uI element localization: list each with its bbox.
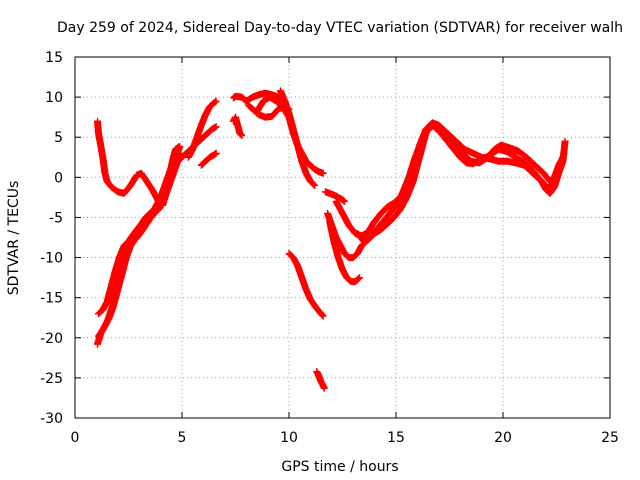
- x-tick-label: 25: [601, 430, 619, 446]
- axis-ticks: 0 5 10 15 20 25 -30 -25 -20 -15 -10 -5 0 5 10 15: [40, 50, 619, 446]
- series-track-5: [157, 123, 220, 209]
- x-tick-label: 0: [71, 430, 80, 446]
- series-markers: [321, 188, 349, 205]
- y-tick-label: -20: [40, 331, 63, 347]
- data-points: [94, 87, 569, 392]
- chart-title: Day 259 of 2024, Sidereal Day-to-day VTE…: [57, 20, 623, 36]
- series-markers: [313, 368, 328, 392]
- y-tick-label: 5: [54, 130, 63, 146]
- series-track-17: [326, 218, 364, 286]
- series-track-7: [197, 149, 220, 169]
- grid: [75, 57, 610, 418]
- series-track-14: [285, 250, 327, 320]
- x-tick-label: 5: [178, 430, 187, 446]
- x-tick-label: 10: [280, 430, 298, 446]
- series-markers: [229, 113, 246, 140]
- y-tick-label: 0: [54, 170, 63, 186]
- y-tick-label: -30: [40, 411, 63, 427]
- y-tick-label: 15: [45, 50, 63, 66]
- series-markers: [276, 87, 319, 189]
- x-tick-label: 15: [387, 430, 405, 446]
- series-markers: [285, 250, 327, 320]
- series-markers: [157, 123, 220, 209]
- series-markers: [326, 218, 364, 286]
- series-markers: [431, 123, 569, 197]
- series-track-13: [321, 188, 349, 205]
- y-tick-label: -25: [40, 371, 63, 387]
- series-markers: [184, 97, 220, 161]
- series-track-9: [229, 113, 246, 140]
- series-track-12: [276, 87, 319, 189]
- x-axis-label: GPS time / hours: [281, 459, 398, 475]
- series-track-20: [431, 123, 569, 197]
- plot-frame: [74, 56, 611, 419]
- series-track-6: [184, 97, 220, 161]
- series-track-15: [313, 368, 328, 392]
- y-tick-label: -10: [40, 251, 63, 267]
- x-tick-label: 20: [494, 430, 512, 446]
- y-tick-label: -5: [49, 210, 63, 226]
- y-tick-label: -15: [40, 291, 63, 307]
- y-tick-label: 10: [45, 90, 63, 106]
- series-markers: [197, 149, 220, 169]
- y-axis-label: SDTVAR / TECUs: [6, 181, 22, 296]
